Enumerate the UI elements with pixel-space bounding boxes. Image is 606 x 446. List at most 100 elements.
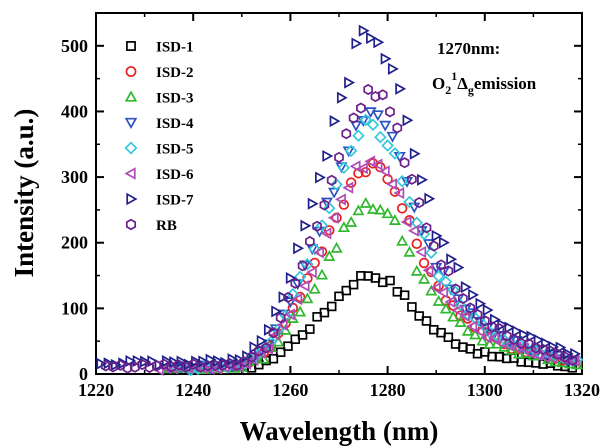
data-point — [396, 234, 409, 246]
data-point — [567, 354, 578, 366]
data-point — [395, 82, 407, 95]
data-point — [436, 259, 446, 271]
data-point — [465, 302, 476, 314]
data-point — [421, 316, 432, 326]
data-point — [403, 245, 416, 257]
data-point — [402, 114, 414, 127]
data-point — [393, 187, 405, 200]
data-point — [341, 128, 352, 140]
legend-marker-isd-1 — [126, 41, 136, 51]
data-point — [264, 335, 278, 349]
data-point — [465, 344, 475, 354]
data-point — [439, 275, 453, 289]
data-point — [240, 357, 252, 371]
data-point — [545, 345, 556, 357]
data-point — [320, 227, 332, 240]
data-point — [509, 333, 519, 345]
y-tick-label: 400 — [61, 101, 88, 121]
data-point — [305, 266, 317, 279]
data-point — [403, 195, 416, 209]
data-point — [424, 192, 436, 205]
data-point — [439, 302, 452, 314]
data-point — [447, 300, 459, 311]
data-point — [422, 239, 435, 251]
data-point — [297, 260, 308, 272]
data-point — [437, 286, 449, 299]
data-point — [381, 139, 394, 152]
data-point — [301, 292, 314, 304]
data-point — [352, 129, 365, 142]
data-point — [450, 283, 461, 295]
data-point — [291, 293, 303, 306]
data-point — [307, 197, 319, 210]
data-point — [399, 157, 410, 169]
data-point — [443, 332, 454, 343]
data-point — [344, 144, 358, 158]
data-point — [505, 343, 518, 355]
data-point — [256, 334, 268, 347]
data-point — [443, 265, 454, 277]
data-point — [356, 102, 366, 114]
data-point — [349, 160, 361, 173]
data-point — [468, 288, 480, 301]
x-tick-label: 1260 — [272, 380, 308, 400]
data-point — [512, 347, 525, 359]
data-point — [319, 307, 330, 318]
data-point — [511, 325, 523, 338]
data-point — [526, 330, 538, 343]
data-point — [385, 275, 395, 286]
data-point — [476, 317, 489, 331]
data-point — [533, 334, 545, 347]
data-point — [271, 305, 283, 318]
data-point — [345, 215, 358, 227]
data-point — [290, 277, 301, 289]
data-point — [342, 181, 354, 194]
data-point — [188, 358, 199, 370]
data-point — [315, 219, 329, 232]
data-point — [371, 110, 384, 122]
data-point — [268, 353, 279, 364]
data-point — [298, 279, 310, 292]
data-point — [473, 325, 485, 338]
data-point — [348, 279, 359, 290]
data-point — [483, 337, 496, 349]
data-point — [387, 62, 399, 75]
data-point — [417, 272, 431, 284]
data-point — [523, 338, 534, 350]
legend-label-isd-3: ISD-3 — [156, 91, 194, 107]
data-point — [308, 242, 322, 256]
data-point — [538, 343, 548, 355]
data-point — [297, 330, 308, 340]
data-point — [555, 341, 567, 354]
data-point — [417, 173, 428, 186]
data-point — [411, 238, 422, 249]
data-point — [414, 311, 424, 321]
data-point — [386, 178, 397, 191]
data-point — [560, 351, 570, 363]
data-point — [330, 241, 343, 253]
data-point — [275, 347, 286, 357]
data-point — [488, 332, 500, 345]
data-point — [284, 308, 295, 321]
data-point — [399, 290, 410, 300]
data-point — [392, 122, 403, 134]
data-point — [328, 187, 341, 199]
data-point — [358, 24, 370, 37]
data-point — [519, 328, 531, 341]
data-point — [531, 349, 543, 362]
data-point — [422, 264, 434, 277]
data-point — [364, 155, 376, 168]
data-point — [363, 83, 373, 96]
data-point — [261, 342, 271, 354]
data-point — [341, 285, 352, 296]
legend-label-isd-5: ISD-5 — [156, 142, 194, 158]
data-point — [469, 328, 482, 340]
data-point — [336, 91, 348, 104]
data-point — [275, 312, 286, 324]
data-point — [313, 246, 325, 259]
data-point — [137, 358, 148, 371]
data-point — [461, 324, 474, 336]
data-point — [524, 347, 536, 360]
data-point — [487, 321, 497, 333]
